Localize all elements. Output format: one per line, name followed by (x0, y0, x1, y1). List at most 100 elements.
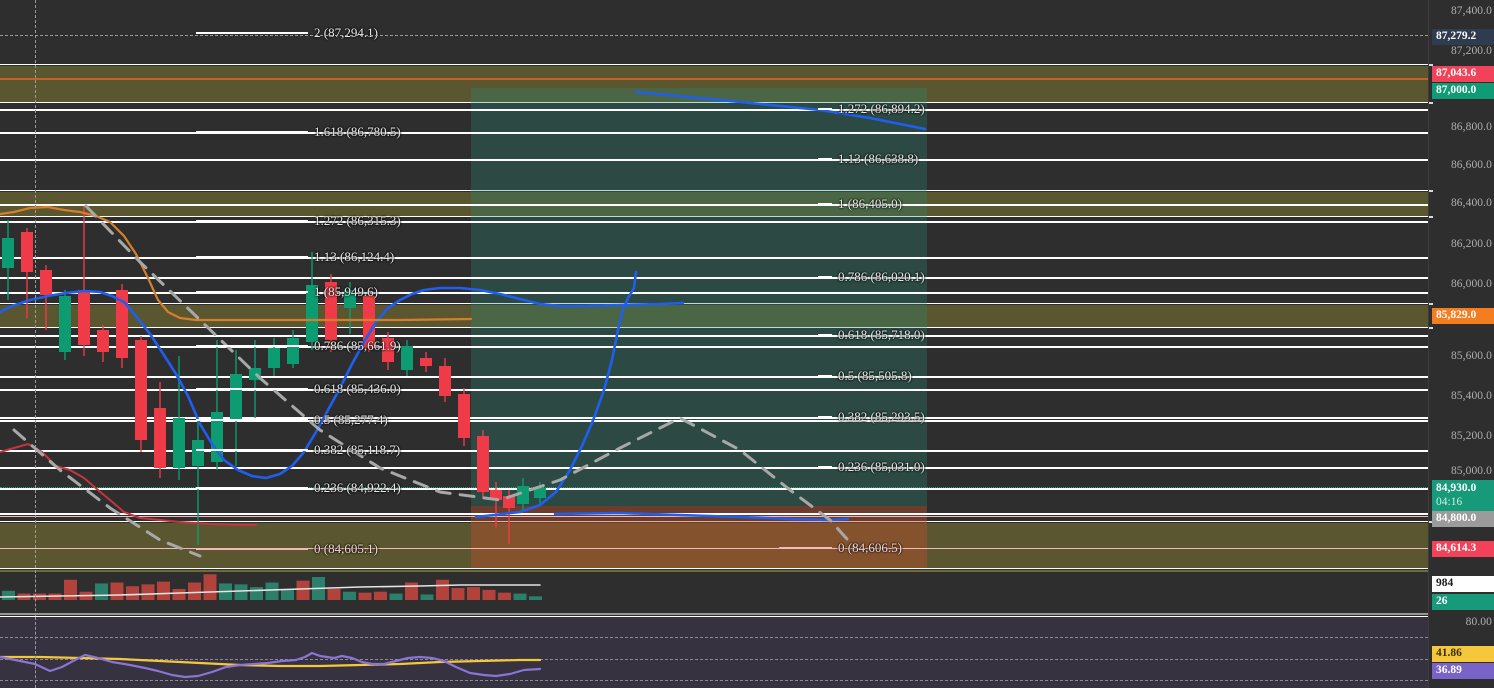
fib-level-marker (196, 291, 308, 293)
fib-level-label[interactable]: 1 (85,949.6) (196, 284, 378, 300)
axis-tick: 86,400.0 (1450, 197, 1492, 209)
candle-body (230, 374, 242, 420)
volume-moving-average (0, 584, 541, 598)
fib-level-label[interactable]: 1.618 (86,780.5) (196, 124, 401, 140)
last-price-dotted-line (0, 487, 1428, 488)
pane-divider[interactable] (0, 568, 1428, 569)
oscillator-d-line (0, 651, 542, 679)
fib-level-marker (196, 131, 308, 133)
osc-guide-20 (0, 680, 1428, 681)
candle-body (78, 290, 90, 345)
fib-level-marker (818, 416, 832, 418)
fib-level-label[interactable]: 0.618 (85,436.0) (196, 381, 401, 397)
oscillator-series-canvas (0, 651, 542, 679)
volume-bar (203, 574, 217, 600)
volume-series-canvas (0, 574, 1428, 615)
fib-level-text: 0.5 (85,505.8) (838, 368, 912, 383)
fib-level-label[interactable]: 0.382 (85,118.7) (196, 442, 400, 458)
fib-line (0, 292, 1428, 294)
fib-level-label[interactable]: 1.272 (86,315.3) (196, 213, 401, 229)
oscillator-axis-tick: 80.00 (1465, 616, 1492, 628)
volume-bar (110, 582, 124, 600)
axis-tick: 85,200.0 (1450, 430, 1492, 442)
axis-tick: 86,000.0 (1450, 278, 1492, 290)
fib-level-marker (196, 449, 308, 451)
band-edge-line (0, 102, 1428, 103)
volume-bar (234, 584, 248, 600)
fib-line (0, 467, 1428, 469)
fib-level-label[interactable]: 0.786 (85,661.9) (196, 338, 401, 354)
fib-level-marker (818, 466, 832, 468)
fib-level-label[interactable]: 2 (87,294.1) (196, 25, 378, 41)
candle-body (534, 488, 546, 498)
candle-body (135, 340, 147, 440)
pane-divider[interactable] (0, 616, 1428, 617)
upper-band-price-badge: 87,043.6 (1432, 66, 1494, 82)
fib-level-label[interactable]: 1 (86,405.0) (818, 196, 902, 212)
fib-level-label[interactable]: 1.13 (86,638.8) (818, 151, 918, 167)
fib-level-label[interactable]: 0.786 (86,020.1) (818, 269, 925, 285)
trendline-dashed (84, 204, 857, 550)
fib-level-text: 1.618 (86,780.5) (314, 124, 401, 139)
projection-line-blue-rising (474, 270, 638, 519)
fib-level-label[interactable]: 0.5 (85,505.8) (818, 368, 912, 384)
oscillator-d-badge: 36.89 (1432, 663, 1494, 679)
candle-body (439, 366, 451, 396)
moving-average-orange (0, 205, 473, 322)
fib-level-text: 0.382 (85,118.7) (314, 442, 401, 457)
volume-ma-value-badge: 26 (1432, 594, 1494, 610)
fib-level-label[interactable]: 0.236 (85,031.0) (818, 459, 925, 475)
fib-line (0, 132, 1428, 134)
fib-level-label[interactable]: 1.13 (86,124.4) (196, 249, 394, 265)
axis-tick: 87,200.0 (1450, 45, 1492, 57)
oscillator-pane[interactable] (0, 617, 1428, 688)
volume-top-band (0, 570, 1428, 572)
volume-pane[interactable] (0, 570, 1428, 616)
fib-level-text: 1.272 (86,315.3) (314, 213, 401, 228)
candle-body (420, 358, 432, 366)
candle-body (306, 285, 318, 342)
orange-level-line (0, 78, 1428, 80)
fib-level-marker (196, 32, 308, 34)
candle-body (268, 348, 280, 368)
fib-level-text: 0.236 (85,031.0) (838, 459, 925, 474)
fib-level-label[interactable]: 0 (84,606.5) (818, 540, 902, 556)
support-band-lower (0, 523, 1428, 568)
axis-tick: 85,000.0 (1450, 465, 1492, 477)
price-pane[interactable]: 2 (87,294.1) 1.618 (86,780.5) 1.272 (86,31… (0, 0, 1428, 568)
fib-level-text: 1.13 (86,638.8) (838, 151, 919, 166)
fib-level-marker (196, 419, 308, 421)
volume-bar (467, 587, 480, 600)
volume-bar (265, 582, 279, 600)
volume-bar (126, 586, 139, 600)
volume-bar (157, 581, 170, 600)
projection-zone-bullish[interactable] (471, 88, 927, 506)
fib-line (0, 488, 1428, 490)
volume-bar (95, 583, 108, 600)
candle-body (477, 436, 489, 492)
volume-bar (281, 589, 294, 600)
volume-bar (327, 588, 341, 600)
candle-body (116, 290, 128, 358)
volume-bar (482, 589, 496, 600)
axis-tick: 85,400.0 (1450, 390, 1492, 402)
volume-bar (141, 584, 155, 600)
fib-level-text: 0.382 (85,293.5) (838, 409, 925, 424)
fib-level-label[interactable]: 0 (84,605.1) (196, 541, 378, 557)
crosshair-horizontal (0, 35, 1428, 36)
fib-line (0, 257, 1428, 259)
fib-level-label[interactable]: 0.236 (84,922.4) (196, 480, 401, 496)
fib-line-pink (0, 548, 1428, 549)
osc-guide-80 (0, 637, 1428, 638)
candle-body (363, 296, 375, 348)
volume-bar (296, 580, 310, 600)
fib-level-label[interactable]: 1.272 (86,894.2) (818, 101, 925, 117)
price-axis[interactable]: 87,400.0 87,200.0 87,000.0 86,800.0 86,6… (1428, 0, 1494, 688)
fib-level-label[interactable]: 0.382 (85,293.5) (818, 409, 925, 425)
fib-level-label[interactable]: 0.5 (85,277.4) (196, 412, 388, 428)
price-series-canvas (0, 90, 927, 558)
fib-level-label[interactable]: 0.618 (85,718.0) (818, 327, 925, 343)
projection-line-blue-lower (553, 511, 850, 522)
fib-level-marker (196, 487, 308, 489)
